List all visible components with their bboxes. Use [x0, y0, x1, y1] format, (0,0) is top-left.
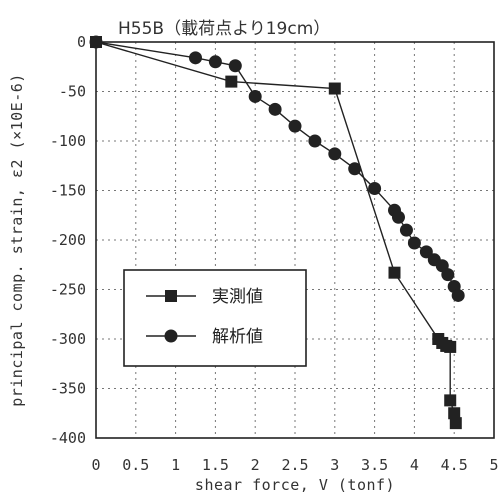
x-tick-label: 4.5: [441, 456, 468, 474]
data-point: [328, 147, 342, 161]
data-point: [228, 59, 242, 73]
data-point: [444, 340, 457, 353]
data-point: [388, 266, 401, 279]
legend-label-analysis: 解析値: [212, 327, 263, 347]
x-tick-label: 0: [91, 456, 100, 474]
data-point: [348, 162, 362, 176]
data-point: [419, 245, 433, 259]
y-tick-label: -200: [50, 231, 86, 249]
legend-marker-measured: [165, 290, 177, 302]
data-point: [268, 102, 282, 116]
data-point: [444, 394, 457, 407]
y-tick-label: -250: [50, 281, 86, 299]
y-tick-label: -150: [50, 182, 86, 200]
y-tick-label: -350: [50, 380, 86, 398]
data-point: [449, 417, 462, 430]
legend-marker-analysis: [164, 329, 178, 343]
data-point: [308, 134, 322, 148]
series-line: [95, 41, 459, 296]
x-tick-label: 1.5: [202, 456, 229, 474]
data-point: [248, 89, 262, 103]
data-point: [391, 210, 405, 224]
y-tick-label: -50: [59, 83, 86, 101]
legend-box: [123, 269, 307, 367]
x-tick-label: 0.5: [122, 456, 149, 474]
y-tick-label: -300: [50, 330, 86, 348]
data-point: [208, 55, 222, 69]
y-tick-label: -100: [50, 132, 86, 150]
series-analysis: [89, 35, 465, 302]
data-point: [288, 119, 302, 133]
x-tick-label: 3.5: [361, 456, 388, 474]
x-tick-label: 2.5: [281, 456, 308, 474]
series-layer: [89, 35, 465, 430]
x-axis-label: shear force, V (tonf): [195, 476, 395, 494]
legend: 実測値 解析値: [123, 269, 307, 367]
x-tick-label: 4: [410, 456, 419, 474]
x-tick-label: 2: [251, 456, 260, 474]
x-tick-labels: 0 0.5 1 1.5 2 2.5 3 3.5 4 4.5 5: [91, 456, 498, 474]
data-point: [451, 288, 465, 302]
data-point: [368, 182, 382, 196]
data-point: [328, 82, 341, 95]
data-point: [225, 75, 238, 88]
y-axis-label: principal comp. strain, ε2 (×10E-6): [8, 73, 26, 407]
chart-title: H55B（載荷点より19cm）: [118, 19, 330, 39]
x-tick-label: 5: [489, 456, 498, 474]
legend-label-measured: 実測値: [212, 287, 263, 307]
data-point: [441, 268, 455, 282]
data-point: [189, 51, 202, 65]
plot-frame: [95, 41, 495, 439]
grid: [96, 42, 494, 438]
x-tick-label: 1: [171, 456, 180, 474]
y-tick-labels: 0 -50 -100 -150 -200 -250 -300 -350 -400: [50, 33, 86, 447]
y-tick-label: -400: [50, 429, 86, 447]
y-tick-label: 0: [77, 33, 86, 51]
data-point: [407, 236, 421, 250]
x-tick-label: 3: [330, 456, 339, 474]
data-point: [399, 223, 413, 237]
data-point: [448, 407, 461, 420]
